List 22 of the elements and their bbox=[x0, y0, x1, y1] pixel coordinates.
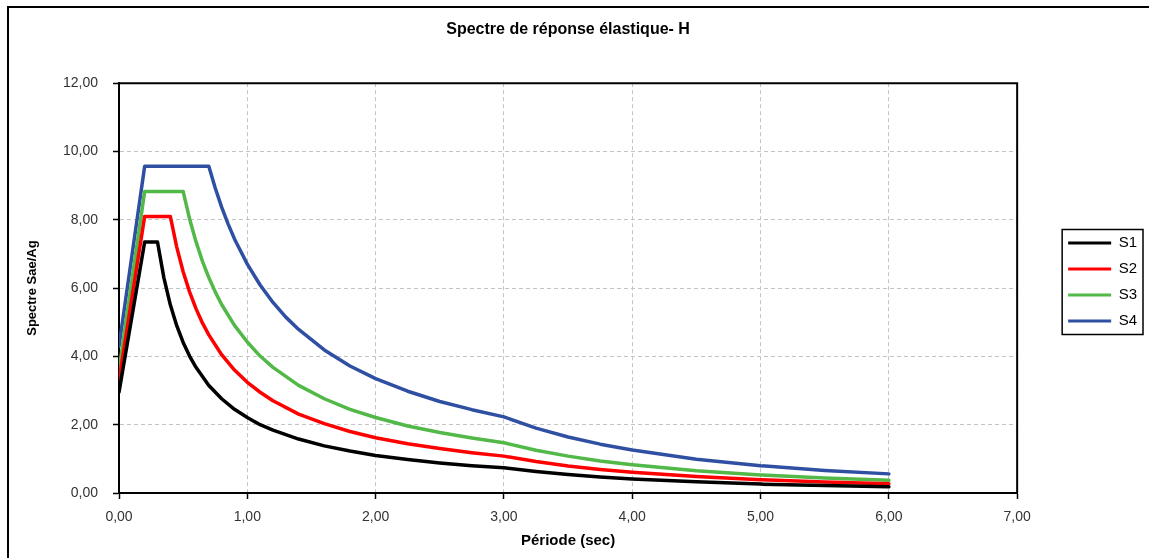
x-tick-label: 4,00 bbox=[618, 508, 647, 525]
legend-label: S1 bbox=[1118, 233, 1138, 251]
y-tick-label: 12,00 bbox=[62, 74, 99, 91]
y-tick-label: 0,00 bbox=[70, 483, 99, 500]
chart-title: Spectre de réponse élastique- H bbox=[446, 20, 690, 38]
y-tick-label: 4,00 bbox=[70, 347, 99, 364]
legend-label: S3 bbox=[1118, 285, 1138, 303]
x-tick-label: 6,00 bbox=[875, 508, 903, 525]
x-tick-label: 5,00 bbox=[746, 508, 775, 525]
legend-label: S4 bbox=[1118, 311, 1138, 329]
y-tick-label: 2,00 bbox=[70, 415, 99, 432]
y-tick-label: 6,00 bbox=[70, 278, 99, 295]
legend-label: S2 bbox=[1118, 259, 1138, 277]
y-tick-label: 10,00 bbox=[62, 142, 99, 159]
x-tick-label: 0,00 bbox=[105, 508, 133, 525]
x-tick-label: 2,00 bbox=[361, 508, 390, 525]
x-tick-label: 7,00 bbox=[1003, 508, 1031, 525]
x-tick-label: 3,00 bbox=[490, 508, 518, 525]
y-tick-label: 8,00 bbox=[70, 210, 99, 227]
y-axis-title: Spectre Sae/Ag bbox=[24, 240, 40, 336]
x-tick-label: 1,00 bbox=[233, 508, 262, 525]
x-axis-title: Période (sec) bbox=[520, 531, 616, 549]
